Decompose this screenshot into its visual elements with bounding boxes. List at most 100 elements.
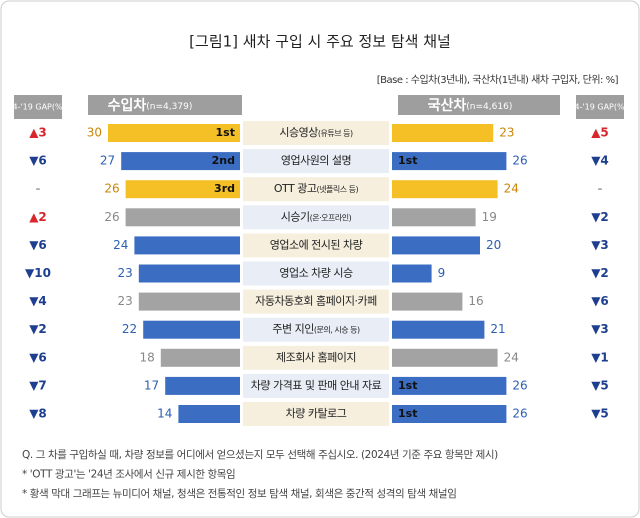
bar: [138, 264, 240, 283]
bar: [160, 348, 240, 367]
header-bar: [88, 95, 242, 115]
gap-label: ▼6: [29, 154, 47, 168]
value-label: 20: [486, 238, 501, 252]
category-label: OTT 광고(넷플릭스 등): [274, 182, 359, 195]
category-name: 영업사원의 설명: [281, 154, 351, 167]
label-box: [243, 373, 389, 398]
bar: [392, 264, 432, 283]
value-label: 19: [482, 210, 497, 224]
gap-label: -: [36, 182, 41, 196]
label-box: [243, 317, 389, 342]
category-name: 영업소 차량 시승: [279, 267, 353, 280]
bar: [392, 320, 485, 339]
category-label: 자동차동호회 홈페이지·카페: [255, 294, 377, 308]
bar: [392, 236, 480, 255]
gap-label: ▼6: [29, 238, 47, 252]
category-name: 차량 가격표 및 판매 안내 자료: [251, 379, 382, 392]
category-name: 영업소에 전시된 차량: [270, 238, 363, 251]
chart-title: [그림1] 새차 구입 시 주요 정보 탐색 채널: [189, 33, 451, 51]
label-box: [243, 261, 389, 286]
value-label: 26: [512, 378, 527, 392]
gap-label: ▲2: [29, 210, 47, 224]
gap-label: ▼3: [591, 322, 609, 336]
category-note: (넷플릭스 등): [317, 184, 359, 194]
category-note: (온·오프라인): [310, 212, 352, 222]
bar: [392, 124, 494, 142]
category-name: 자동차동호회 홈페이지·카페: [255, 294, 377, 308]
bar: [178, 405, 240, 423]
value-label: 9: [438, 266, 446, 280]
value-label: 30: [87, 126, 102, 140]
category-label: 주변 지인(문의, 시승 등): [272, 323, 360, 336]
gap-label: -: [598, 182, 603, 196]
gap-label: ▲5: [591, 126, 609, 140]
series-name: 국산차: [428, 97, 467, 114]
gap-label: ▼10: [25, 266, 51, 280]
bar: [121, 152, 240, 171]
category-name: 차량 카탈로그: [286, 407, 347, 420]
gap-label: ▼4: [29, 294, 47, 308]
gap-header-box: [576, 95, 624, 119]
gap-label: ▼5: [591, 407, 609, 421]
value-label: 24: [504, 182, 519, 196]
bar: [392, 292, 463, 311]
bar: [392, 348, 498, 367]
gap-header: '24-'19 GAP(%p): [567, 103, 633, 112]
bar: [125, 180, 240, 199]
value-label: 27: [100, 154, 115, 168]
value-label: 23: [499, 126, 514, 140]
rank-label: 1st: [398, 379, 417, 392]
value-label: 23: [118, 294, 133, 308]
value-label: 26: [512, 154, 527, 168]
bar: [134, 236, 240, 255]
gap-label: ▼4: [591, 154, 609, 168]
series-name: 수입차: [108, 98, 147, 114]
rank-label: 1st: [398, 407, 417, 420]
bar: [392, 208, 476, 227]
footnote: * 'OTT 광고'는 '24년 조사에서 신규 제시한 항목임: [22, 468, 235, 481]
rank-label: 1st: [398, 154, 417, 167]
label-box: [243, 177, 389, 202]
category-label: 영업소에 전시된 차량: [270, 238, 363, 251]
label-box: [243, 121, 389, 145]
bar: [125, 208, 240, 227]
category-label: 차량 가격표 및 판매 안내 자료: [251, 379, 382, 392]
value-label: 26: [104, 210, 119, 224]
rank-label: 2nd: [212, 154, 235, 167]
label-box: [243, 289, 389, 314]
gap-label: ▼5: [591, 378, 609, 392]
bar: [392, 180, 498, 199]
category-label: 영업소 차량 시승: [279, 267, 353, 280]
gap-label: ▼1: [591, 350, 609, 364]
bar: [138, 292, 240, 311]
bar: [143, 320, 240, 339]
gap-label: ▼6: [591, 294, 609, 308]
category-name: 주변 지인: [272, 323, 313, 336]
header-bar: [398, 95, 560, 115]
category-label: 영업사원의 설명: [281, 154, 351, 167]
category-label: 시승영상(유튜브 등): [279, 126, 353, 139]
value-label: 24: [113, 238, 128, 252]
value-label: 18: [140, 350, 155, 364]
value-label: 16: [468, 294, 483, 308]
gap-label: ▼2: [591, 266, 609, 280]
value-label: 26: [104, 182, 119, 196]
category-label: 시승기(온·오프라인): [281, 210, 352, 223]
value-label: 14: [157, 407, 172, 421]
footnote: * 황색 막대 그래프는 뉴미디어 채널, 청색은 전통적인 정보 탐색 채널,…: [22, 487, 456, 500]
label-box: [243, 205, 389, 230]
gap-label: ▼6: [29, 350, 47, 364]
gap-label: ▲3: [29, 126, 47, 140]
category-name: 시승영상: [279, 126, 318, 139]
gap-label: ▼2: [591, 210, 609, 224]
category-note: (유튜브 등): [318, 129, 353, 138]
gap-label: ▼8: [29, 407, 47, 421]
rank-label: 3rd: [214, 182, 235, 195]
series-note: (n=4,616): [466, 102, 512, 112]
series-header: 수입차(n=4,379): [108, 98, 193, 114]
label-box: [243, 402, 389, 426]
series-header: 국산차(n=4,616): [428, 97, 513, 114]
gap-label: ▼3: [591, 238, 609, 252]
category-name: OTT 광고: [274, 182, 317, 195]
footnote: Q. 그 차를 구입하실 때, 차량 정보를 어디에서 얻으셨는지 모두 선택해…: [22, 448, 498, 461]
